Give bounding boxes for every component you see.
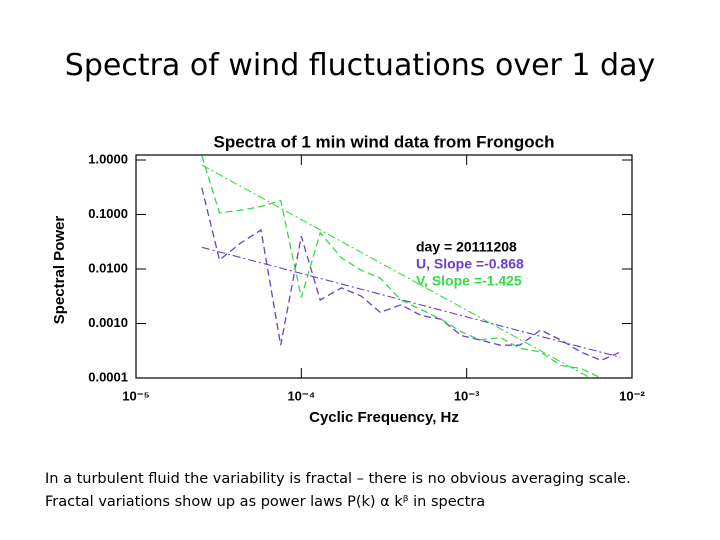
- slide-title: Spectra of wind fluctuations over 1 day: [64, 48, 656, 83]
- annotation: day = 20111208: [416, 239, 517, 255]
- legend-entry: U, Slope =-0.868: [416, 256, 524, 272]
- y-tick-label: 0.1000: [88, 206, 128, 221]
- series-line: [201, 187, 621, 362]
- x-tick-label: 10⁻⁴: [287, 388, 315, 403]
- y-axis-label: Spectral Power: [51, 216, 68, 325]
- chart-title: Spectra of 1 min wind data from Frongoch: [214, 132, 555, 151]
- y-tick-label: 0.0010: [88, 315, 128, 330]
- plot-frame: [135, 154, 633, 379]
- fit-line: [201, 246, 621, 358]
- x-axis-label: Cyclic Frequency, Hz: [309, 409, 459, 426]
- plot-area: [201, 155, 621, 378]
- x-tick-label: 10⁻²: [619, 388, 645, 403]
- legend-entry: V, Slope =-1.425: [416, 273, 522, 289]
- series-line: [201, 155, 604, 378]
- caption-line: Fractal variations show up as power laws…: [45, 494, 486, 510]
- y-tick-label: 0.0100: [88, 260, 128, 275]
- x-tick-label: 10⁻⁵: [122, 388, 149, 403]
- caption: In a turbulent fluid the variability is …: [45, 468, 631, 514]
- y-tick-label: 0.0001: [88, 369, 128, 384]
- caption-line: In a turbulent fluid the variability is …: [45, 471, 631, 487]
- x-tick-label: 10⁻³: [454, 388, 480, 403]
- fit-line: [201, 164, 592, 378]
- y-tick-label: 1.0000: [88, 151, 128, 166]
